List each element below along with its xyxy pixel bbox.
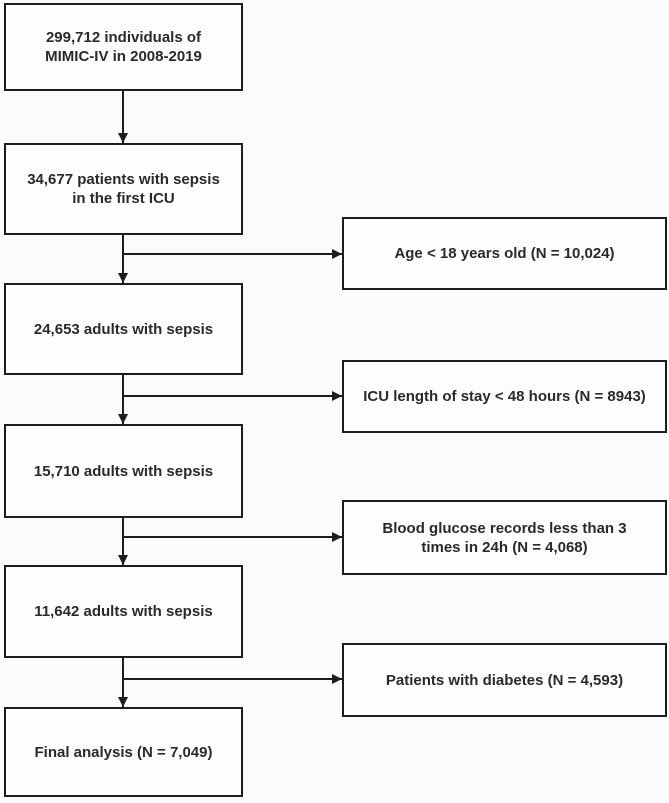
exclusion-box-label: Blood glucose records less than 3 times … bbox=[382, 519, 627, 556]
arrow-down-icon bbox=[122, 658, 124, 707]
arrow-down-icon bbox=[122, 91, 124, 143]
arrow-right-icon bbox=[123, 395, 342, 397]
arrow-down-icon bbox=[122, 235, 124, 283]
exclusion-box-icu-los: ICU length of stay < 48 hours (N = 8943) bbox=[342, 360, 667, 433]
arrow-right-icon bbox=[123, 253, 342, 255]
flow-box-label: 34,677 patients with sepsis in the first… bbox=[27, 171, 220, 207]
exclusion-box-age: Age < 18 years old (N = 10,024) bbox=[342, 217, 667, 290]
flow-box-adults-11642: 11,642 adults with sepsis bbox=[4, 565, 243, 658]
flow-box-label: 299,712 individuals of MIMIC-IV in 2008-… bbox=[45, 29, 202, 65]
arrow-down-icon bbox=[122, 518, 124, 565]
exclusion-box-label: Patients with diabetes (N = 4,593) bbox=[385, 671, 624, 689]
exclusion-box-label: Age < 18 years old (N = 10,024) bbox=[394, 245, 615, 262]
exclusion-box-diabetes: Patients with diabetes (N = 4,593) bbox=[342, 643, 667, 717]
arrow-right-icon bbox=[123, 536, 342, 538]
exclusion-box-glucose-records: Blood glucose records less than 3 times … bbox=[342, 500, 667, 575]
exclusion-box-label: ICU length of stay < 48 hours (N = 8943) bbox=[363, 388, 646, 405]
flow-box-label: Final analysis (N = 7,049) bbox=[34, 743, 213, 761]
arrow-right-icon bbox=[123, 678, 342, 680]
arrow-down-icon bbox=[122, 375, 124, 424]
flow-box-source-cohort: 299,712 individuals of MIMIC-IV in 2008-… bbox=[4, 3, 243, 91]
flow-box-adults-24653: 24,653 adults with sepsis bbox=[4, 283, 243, 375]
flow-box-label: 11,642 adults with sepsis bbox=[34, 603, 213, 620]
flow-box-label: 15,710 adults with sepsis bbox=[33, 462, 214, 480]
flow-box-sepsis-first-icu: 34,677 patients with sepsis in the first… bbox=[4, 143, 243, 235]
flow-box-adults-15710: 15,710 adults with sepsis bbox=[4, 424, 243, 518]
flow-box-final-analysis: Final analysis (N = 7,049) bbox=[4, 707, 243, 797]
flow-box-label: 24,653 adults with sepsis bbox=[33, 320, 214, 338]
